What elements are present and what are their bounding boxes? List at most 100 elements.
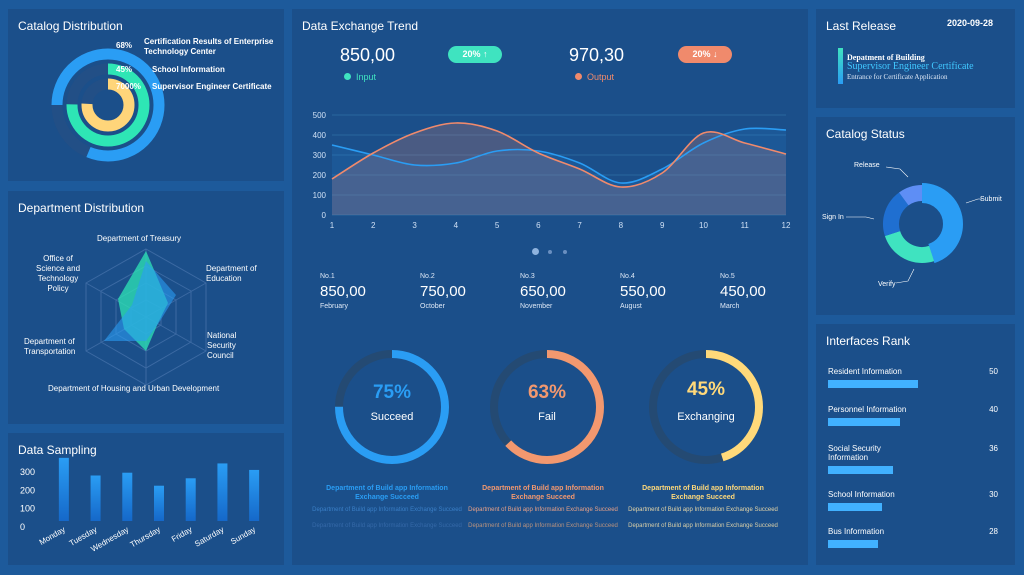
radar-axis-transportation: Department of Transportation — [24, 337, 76, 356]
sampling-ytick: 0 — [20, 522, 25, 532]
input-value: 850,00 — [340, 45, 396, 65]
sampling-xtick: Friday — [170, 525, 194, 544]
gauge-1-label: Succeed — [370, 411, 414, 423]
carousel-dot[interactable] — [562, 250, 567, 254]
status-label-verify: Verify — [878, 281, 896, 288]
output-legend-dot — [575, 73, 582, 80]
catalog-item-1-label: Certification Results of Enterprise Tech… — [144, 37, 274, 56]
rank-item: No.3 650,00 November — [520, 273, 566, 310]
rank-row-bar — [828, 418, 900, 426]
gauge-1-caption: Department of Build app Information Exch… — [326, 485, 448, 501]
rank-month: March — [720, 303, 740, 310]
department-distribution-title: Department Distribution — [18, 201, 145, 215]
gauge-2-pct: 63% — [527, 382, 567, 403]
trend-xtick: 9 — [660, 221, 665, 230]
rank-row-value: 28 — [989, 527, 998, 536]
output-value: 970,30 — [569, 45, 625, 65]
sampling-bar — [122, 472, 133, 521]
rank-row-name: School Information — [828, 490, 895, 499]
donut-slice — [883, 185, 961, 263]
gauge-caption-2: Department of Build app Information Exch… — [468, 484, 618, 530]
interfaces-rank-row: Social Security Information 36 — [828, 444, 998, 474]
radar-axis-housing: Department of Housing and Urban Developm… — [48, 384, 220, 393]
gauge-caption-3: Department of Build app Information Exch… — [628, 484, 778, 530]
output-legend-label: Output — [587, 72, 615, 82]
rank-no: No.2 — [420, 273, 435, 280]
rank-value: 650,00 — [520, 283, 566, 300]
radar-axis-science-policy: Office of Science and Technology Policy — [35, 254, 81, 293]
data-exchange-trend-panel: Data Exchange Trend 850,00 20% ↑ Input 9… — [292, 9, 808, 565]
data-sampling-panel: Data Sampling 300 200 100 0 Monday Tuesday Wed… — [8, 433, 284, 565]
catalog-distribution-panel: Catalog Distribution 68% Certification R… — [8, 9, 284, 181]
catalog-item-2-label: School Information — [152, 65, 225, 74]
ring-middle-arc — [66, 63, 150, 147]
rank-row-value: 40 — [989, 405, 998, 414]
sampling-ytick: 200 — [20, 485, 35, 495]
rank-row-bar — [828, 380, 918, 388]
interfaces-rank-row: School Information 30 — [828, 490, 998, 511]
carousel-dot-active[interactable] — [532, 248, 539, 255]
gauge-arc — [490, 350, 604, 464]
catalog-item-3-label: Supervisor Engineer Certificate — [152, 82, 272, 91]
department-radar-chart — [85, 248, 207, 386]
carousel-dot[interactable] — [548, 250, 553, 254]
catalog-item-1-pct: 68% — [116, 41, 133, 50]
trend-xtick: 2 — [371, 221, 376, 230]
catalog-status-donut — [846, 166, 982, 284]
rank-item: No.5 450,00 March — [720, 273, 766, 310]
gauge-2-caption: Department of Build app Information Exch… — [482, 485, 604, 501]
trend-xtick: 3 — [412, 221, 417, 230]
sampling-xtick: Saturday — [193, 525, 225, 549]
sampling-xtick: Thursday — [129, 525, 162, 549]
rank-item: No.2 750,00 October — [420, 273, 466, 310]
release-line-3: Entrance for Certificate Application — [847, 73, 948, 81]
data-sampling-title: Data Sampling — [18, 443, 97, 457]
radar-axis-education: Department of Education — [206, 264, 257, 283]
interfaces-rank-panel: Interfaces Rank Resident Information 50 Pe… — [816, 324, 1015, 565]
sampling-bar — [185, 478, 196, 521]
sampling-bar — [154, 485, 164, 521]
release-line-1: Depatment of Building — [847, 53, 925, 62]
trend-ytick: 0 — [322, 211, 327, 220]
rank-list: No.1 850,00 February No.2 750,00 October… — [320, 273, 790, 323]
gauge-3-sub1: Department of Build app Information Exch… — [628, 507, 778, 513]
last-release-panel: Last Release 2020-09-28 Depatment of Bui… — [816, 9, 1015, 108]
gauge-3-pct: 45% — [686, 379, 726, 400]
radar-axis-security-council: National Security Council — [207, 331, 237, 360]
sampling-ytick: 300 — [20, 467, 35, 477]
rank-value: 750,00 — [420, 283, 466, 300]
rank-no: No.3 — [520, 273, 535, 280]
rank-no: No.5 — [720, 273, 735, 280]
trend-xtick: 8 — [619, 221, 624, 230]
radar-series-2 — [104, 261, 176, 341]
rank-month: November — [520, 303, 553, 310]
gauge-arc — [335, 350, 449, 464]
rank-row-bar — [828, 503, 882, 511]
sampling-bar — [90, 475, 101, 521]
rank-row-value: 36 — [989, 444, 998, 453]
catalog-status-panel: Catalog Status Release Submit Sign In Ve… — [816, 117, 1015, 315]
trend-xtick: 10 — [699, 221, 708, 230]
interfaces-rank-row: Personnel Information 40 — [828, 405, 998, 426]
interfaces-rank-row: Resident Information 50 — [828, 367, 998, 388]
trend-ytick: 400 — [313, 131, 327, 140]
rank-month: August — [620, 303, 642, 310]
rank-row-value: 30 — [989, 490, 998, 499]
gauge-1-sub2: Department of Build app Information Exch… — [312, 523, 462, 529]
status-label-submit: Submit — [980, 196, 1002, 203]
gauge-caption-1: Department of Build app Information Exch… — [312, 484, 462, 530]
sampling-bar — [217, 463, 228, 521]
catalog-status-title: Catalog Status — [826, 127, 905, 141]
output-legend: Output — [575, 72, 614, 82]
output-badge: 20% ↓ — [678, 46, 732, 63]
gauge-1-sub1: Department of Build app Information Exch… — [312, 507, 462, 513]
rank-row-name: Resident Information — [828, 367, 902, 376]
sampling-xtick: Sunday — [229, 525, 257, 546]
gauge-2-sub2: Department of Build app Information Exch… — [468, 523, 618, 529]
rank-row-bar — [828, 466, 893, 474]
trend-xtick: 7 — [577, 221, 582, 230]
carousel-dots[interactable] — [532, 242, 567, 260]
input-legend-dot — [344, 73, 351, 80]
input-legend-label: Input — [356, 72, 377, 82]
